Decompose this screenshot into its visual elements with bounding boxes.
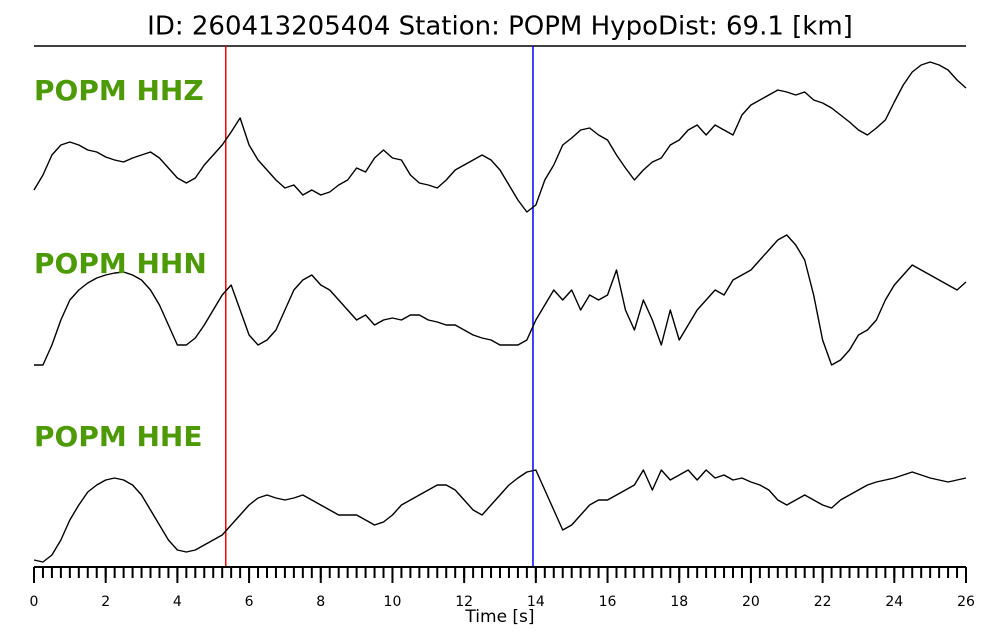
x-tick-label: 6	[245, 594, 254, 610]
x-tick-label: 16	[599, 594, 617, 610]
x-tick-label: 8	[316, 594, 325, 610]
x-tick-label: 24	[885, 594, 903, 610]
x-tick-label: 26	[957, 594, 975, 610]
trace-label: POPM HHZ	[34, 74, 204, 107]
trace	[33, 61, 967, 213]
trace	[34, 234, 967, 366]
x-axis-label: Time [s]	[464, 607, 534, 627]
x-tick-label: 12	[455, 594, 473, 610]
trace-label: POPM HHE	[34, 420, 202, 453]
trace-label: POPM HHN	[34, 247, 207, 280]
x-tick-label: 0	[30, 594, 39, 610]
x-tick-label: 18	[670, 594, 688, 610]
chart-title: ID: 260413205404 Station: POPM HypoDist:…	[147, 12, 853, 42]
x-tick-label: 2	[101, 594, 110, 610]
x-tick-label: 22	[814, 594, 832, 610]
x-tick-label: 20	[742, 594, 760, 610]
x-tick-label: 4	[173, 594, 182, 610]
x-tick-label: 14	[527, 594, 545, 610]
x-tick-label: 10	[384, 594, 402, 610]
trace	[33, 469, 967, 563]
